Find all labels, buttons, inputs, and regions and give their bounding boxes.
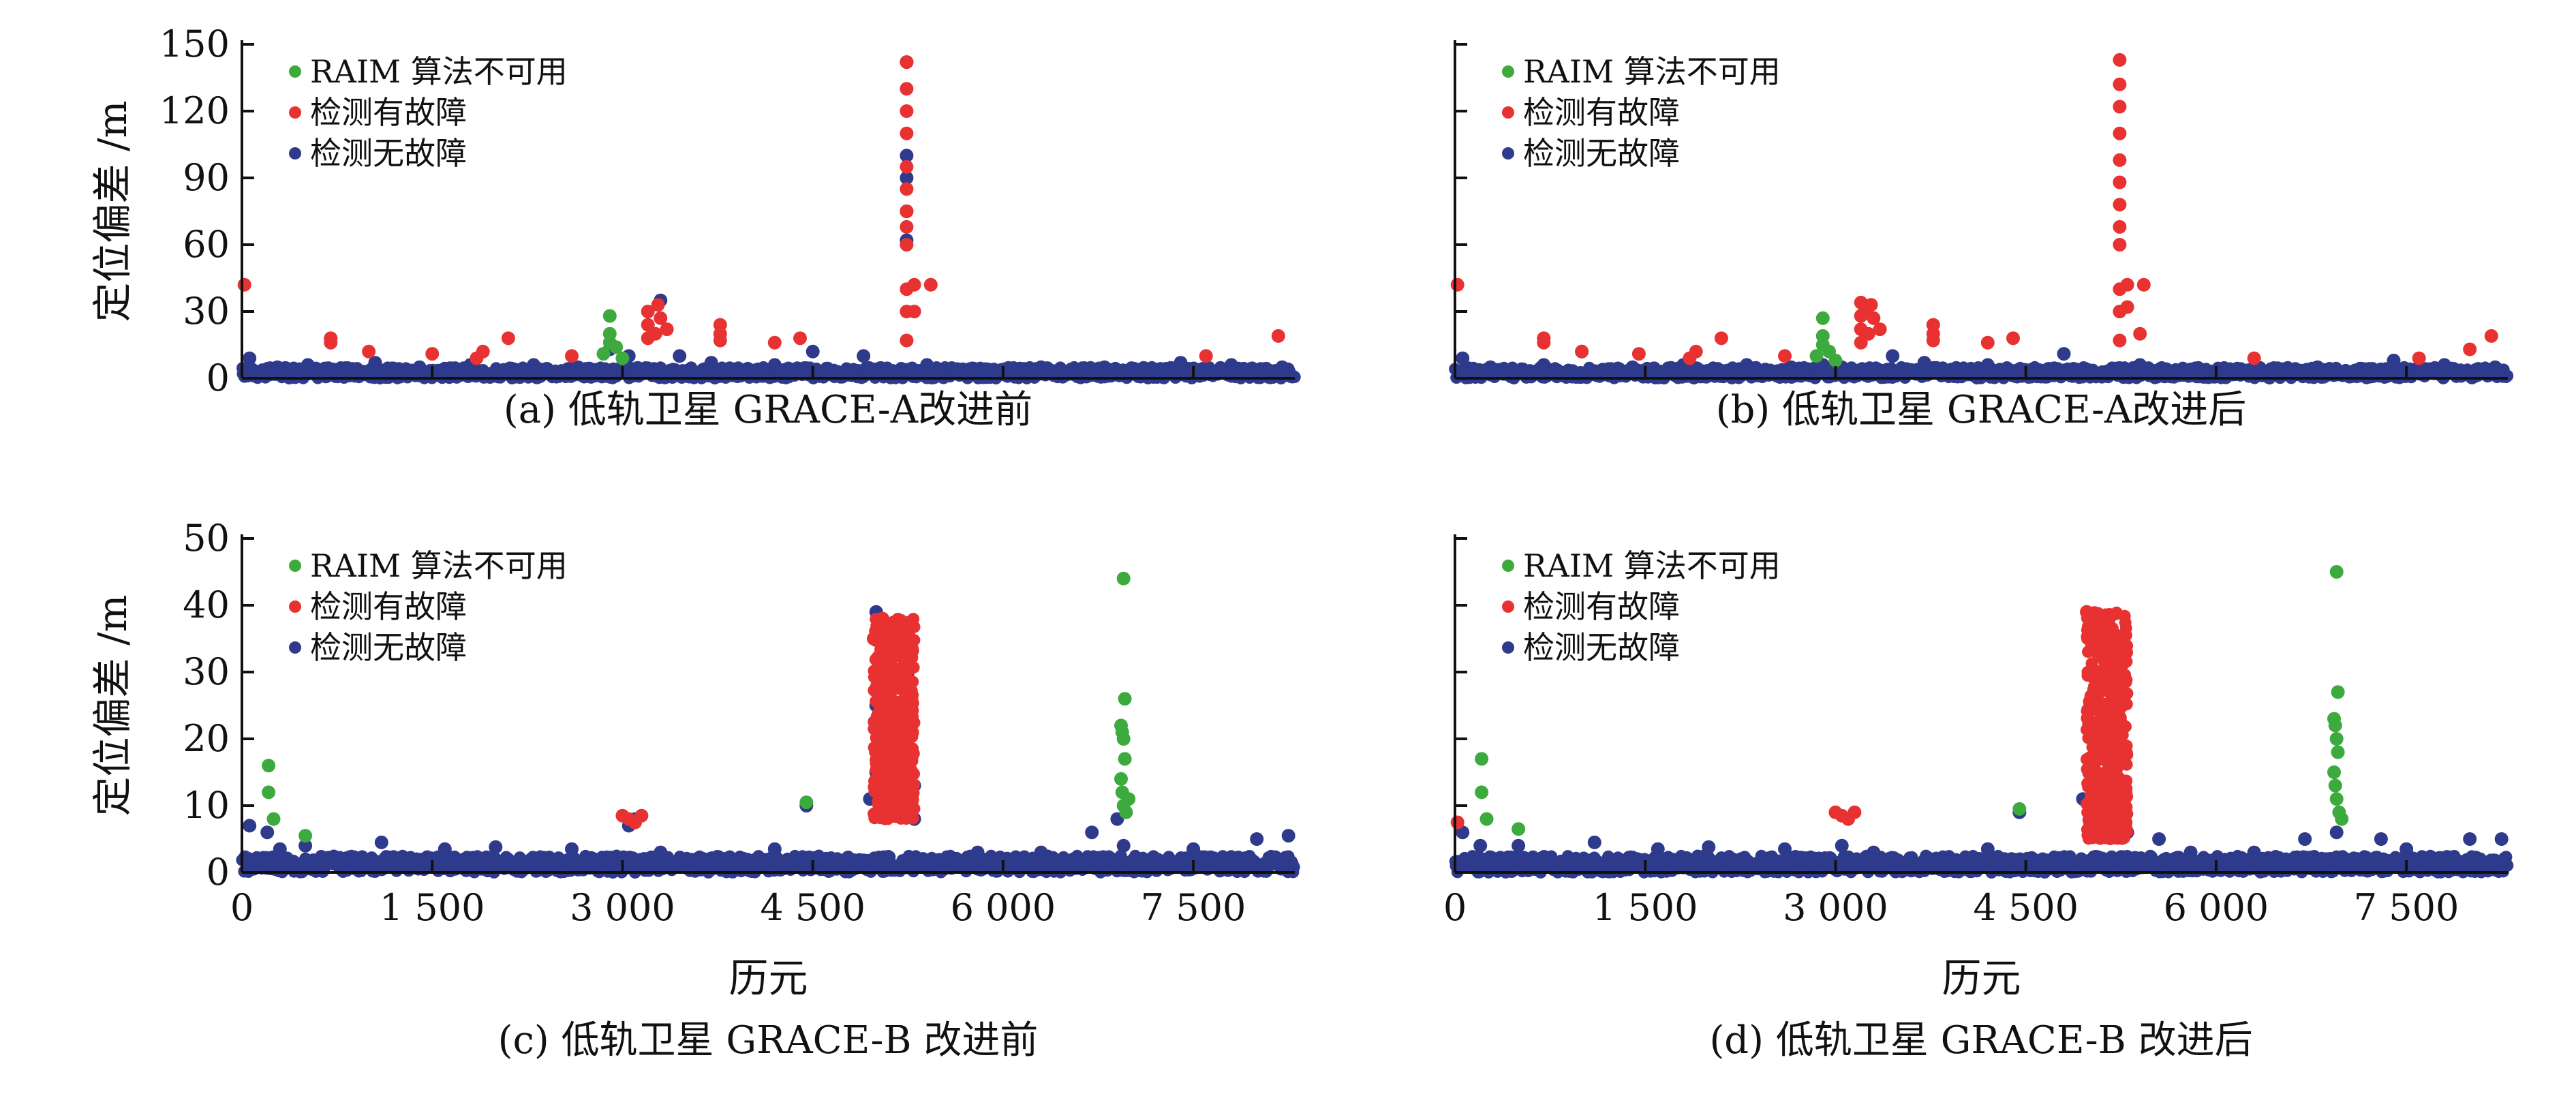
figure: 0 30 60 90 120 150 定位偏差 /m RAIM 算法不可用 检测有故障 检测无故障… <box>89 22 2514 1063</box>
